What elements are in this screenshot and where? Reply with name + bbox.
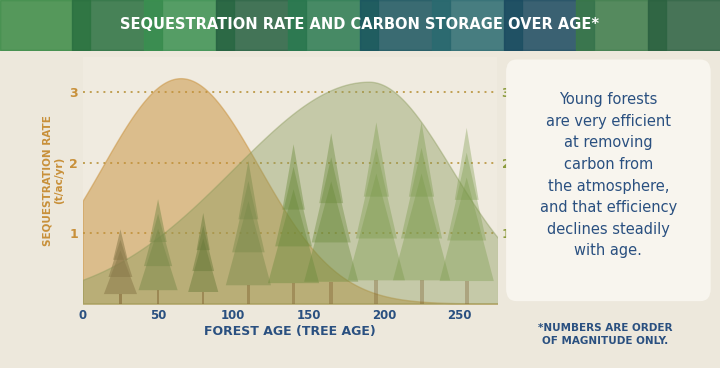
Polygon shape xyxy=(282,144,305,210)
Bar xyxy=(202,292,204,304)
Y-axis label: SEQUESTRATION RATE
(t/ac/yr): SEQUESTRATION RATE (t/ac/yr) xyxy=(42,115,63,246)
Bar xyxy=(374,280,379,304)
Polygon shape xyxy=(304,181,359,282)
Polygon shape xyxy=(188,238,218,292)
Y-axis label: CARBON STORAGE
(t/ac): CARBON STORAGE (t/ac) xyxy=(544,126,566,234)
Polygon shape xyxy=(364,122,389,197)
Polygon shape xyxy=(356,148,397,238)
Polygon shape xyxy=(104,250,137,294)
Polygon shape xyxy=(144,214,172,266)
Bar xyxy=(292,283,295,304)
Polygon shape xyxy=(401,148,442,238)
X-axis label: FOREST AGE (TREE AGE): FOREST AGE (TREE AGE) xyxy=(204,325,376,338)
Bar xyxy=(329,282,333,304)
FancyBboxPatch shape xyxy=(506,60,711,301)
Polygon shape xyxy=(348,173,405,280)
Bar xyxy=(420,280,423,304)
Text: *NUMBERS ARE ORDER
OF MAGNITUDE ONLY.: *NUMBERS ARE ORDER OF MAGNITUDE ONLY. xyxy=(538,323,672,346)
Polygon shape xyxy=(226,201,271,285)
Text: SEQUESTRATION RATE AND CARBON STORAGE OVER AGE*: SEQUESTRATION RATE AND CARBON STORAGE OV… xyxy=(120,17,600,32)
Polygon shape xyxy=(197,213,210,250)
Polygon shape xyxy=(409,122,434,197)
Polygon shape xyxy=(109,240,132,277)
Polygon shape xyxy=(319,133,343,203)
Polygon shape xyxy=(232,181,265,252)
Bar xyxy=(120,294,122,304)
Polygon shape xyxy=(393,173,450,280)
Polygon shape xyxy=(238,161,258,219)
Bar xyxy=(157,290,159,304)
Polygon shape xyxy=(113,229,127,260)
Polygon shape xyxy=(440,177,494,281)
Polygon shape xyxy=(150,199,167,242)
Polygon shape xyxy=(192,226,214,271)
Polygon shape xyxy=(138,229,178,290)
Bar xyxy=(247,285,250,304)
Text: Young forests
are very efficient
at removing
carbon from
the atmosphere,
and tha: Young forests are very efficient at remo… xyxy=(540,92,677,258)
Bar xyxy=(465,281,469,304)
Polygon shape xyxy=(268,189,319,283)
Polygon shape xyxy=(275,167,312,247)
Polygon shape xyxy=(447,153,486,240)
Polygon shape xyxy=(312,157,351,243)
Polygon shape xyxy=(455,128,479,200)
